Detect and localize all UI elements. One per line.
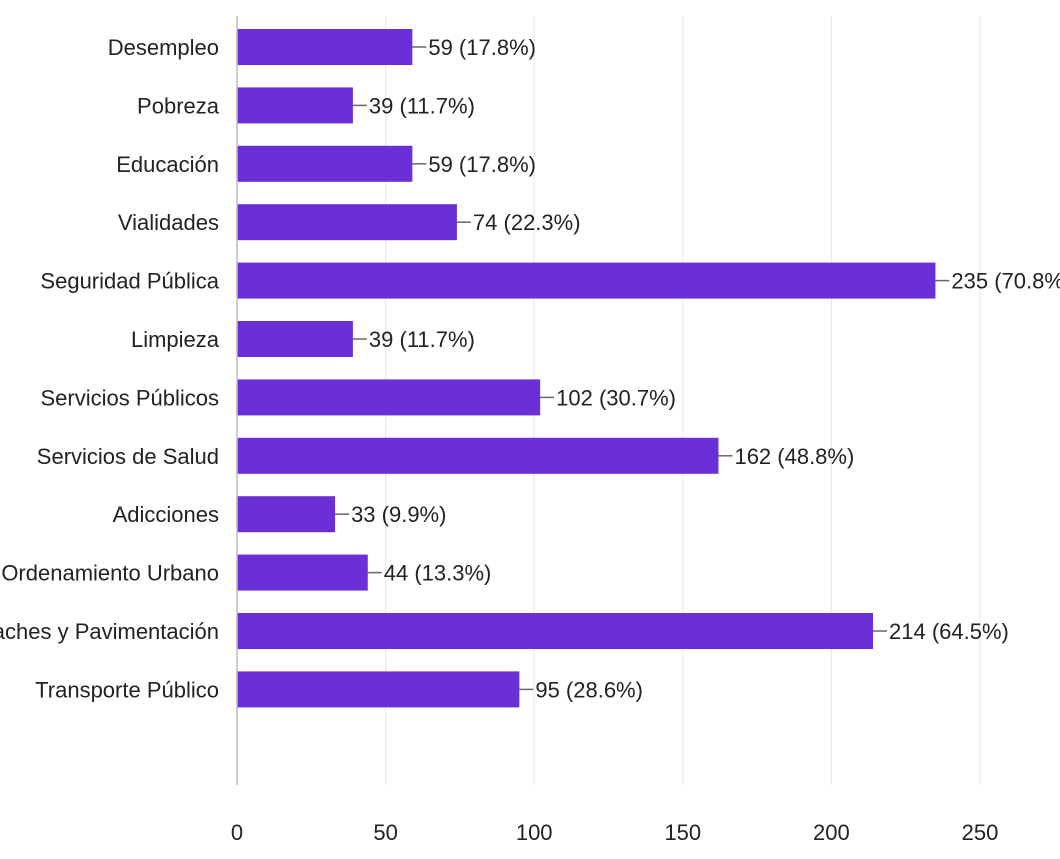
category-label: Seguridad Pública xyxy=(40,269,219,294)
data-label: 214 (64.5%) xyxy=(889,619,1009,644)
data-label: 39 (11.7%) xyxy=(369,327,475,352)
data-label: 74 (22.3%) xyxy=(473,210,581,235)
category-label: Servicios Públicos xyxy=(40,385,219,410)
bars xyxy=(237,29,936,708)
labels: 0 50 100 150 200 250 Desempleo 59 (17.8%) Pobrez… xyxy=(0,35,1060,845)
bar xyxy=(237,379,541,416)
category-label: Desempleo xyxy=(108,35,219,60)
data-label: 33 (9.9%) xyxy=(351,502,446,527)
bar xyxy=(237,29,413,65)
category-label: Ordenamiento Urbano xyxy=(1,561,219,586)
bar xyxy=(237,204,457,241)
data-label: 59 (17.8%) xyxy=(428,35,536,60)
x-tick-label: 0 xyxy=(231,820,243,845)
data-label: 95 (28.6%) xyxy=(535,677,643,702)
x-tick-label: 200 xyxy=(813,820,850,845)
category-label: Pobreza xyxy=(137,93,220,118)
bar xyxy=(237,613,874,649)
x-tick-label: 50 xyxy=(373,820,397,845)
x-tick-label: 250 xyxy=(962,820,999,845)
category-label: Transporte Público xyxy=(35,677,219,702)
data-label: 39 (11.7%) xyxy=(369,93,475,118)
category-label: Educación xyxy=(116,152,219,177)
bar xyxy=(237,554,368,591)
category-label: Baches y Pavimentación xyxy=(0,619,219,644)
grid-lines xyxy=(385,16,981,785)
x-tick-label: 150 xyxy=(664,820,701,845)
bar xyxy=(237,262,936,299)
bar xyxy=(237,496,336,533)
data-label: 235 (70.8%) xyxy=(951,269,1060,294)
data-label: 44 (13.3%) xyxy=(384,561,492,586)
data-label: 59 (17.8%) xyxy=(428,152,536,177)
bar xyxy=(237,671,520,708)
category-label: Adicciones xyxy=(113,502,219,527)
bar xyxy=(237,437,719,474)
x-tick-label: 100 xyxy=(516,820,553,845)
data-label: 162 (48.8%) xyxy=(734,444,854,469)
category-label: Limpieza xyxy=(131,327,220,352)
bar xyxy=(237,145,413,182)
category-label: Servicios de Salud xyxy=(37,444,219,469)
data-label: 102 (30.7%) xyxy=(556,385,676,410)
bar xyxy=(237,321,353,357)
category-label: Vialidades xyxy=(118,210,219,235)
bar xyxy=(237,87,353,124)
